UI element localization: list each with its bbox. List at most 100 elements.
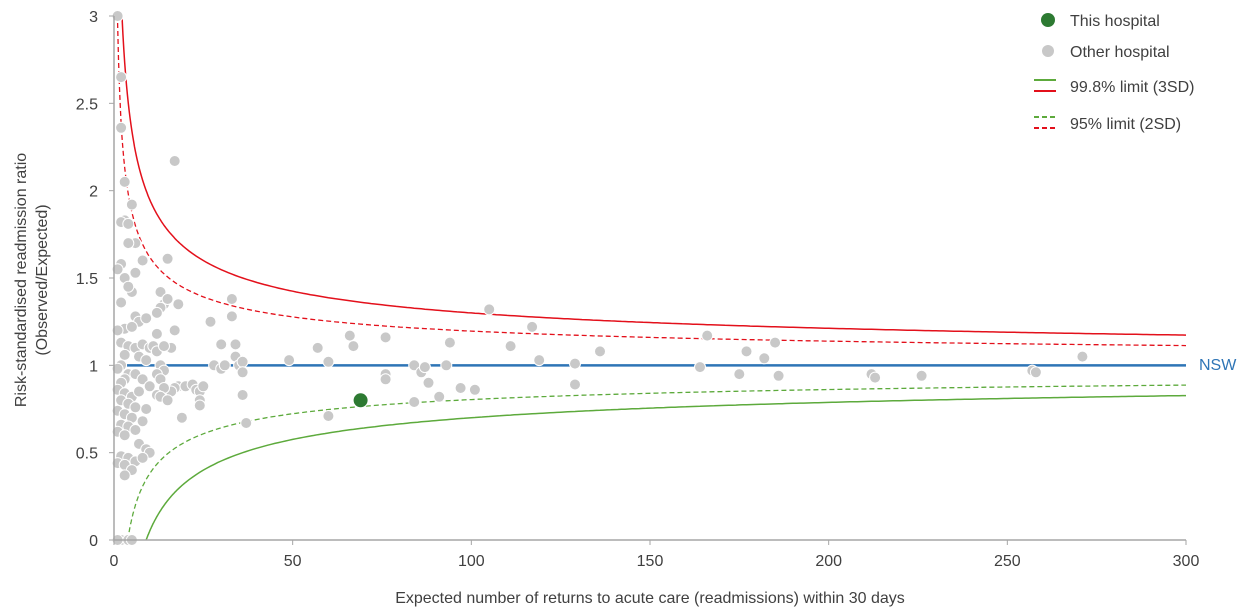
other-hospital-point: [733, 368, 746, 381]
y-tick-label: 0: [89, 533, 98, 550]
other-hospital-point: [158, 340, 170, 353]
other-hospital-point: [154, 286, 167, 298]
y-axis-title-line-1: Risk-standardised readmission ratio: [13, 153, 30, 407]
other-hospital-point: [915, 369, 928, 382]
other-hospital-point: [111, 362, 124, 375]
other-hospital-point: [1076, 350, 1089, 363]
nsw-label: NSW: [1199, 357, 1237, 374]
other-hospital-point: [225, 310, 238, 323]
other-hospital-point: [143, 380, 156, 393]
other-hospital-point: [379, 331, 392, 344]
other-hospital-point: [569, 357, 581, 370]
other-hospital-point: [161, 293, 174, 305]
legend-2sd-label: 95% limit (2SD): [1070, 116, 1181, 133]
other-hospital-point: [240, 417, 253, 429]
y-tick-label: 1: [89, 358, 98, 375]
other-hospital-point: [322, 355, 335, 368]
control-limits: [116, 16, 1186, 540]
other-hospital-point: [150, 306, 163, 319]
upper-2sd-limit-line: [116, 22, 1186, 347]
other-hospital-point: [140, 403, 153, 415]
other-hospital-point: [311, 341, 324, 354]
other-hospital-point: [125, 198, 138, 211]
other-hospital-point: [122, 280, 135, 293]
other-hospital-point: [569, 378, 581, 391]
other-hospital-point: [136, 254, 149, 267]
other-hospital-point: [136, 451, 149, 464]
other-hospital-point: [204, 315, 217, 328]
x-tick-label: 50: [284, 553, 302, 570]
legend-this-hospital-marker: [1041, 13, 1055, 27]
other-hospital-point: [115, 71, 128, 84]
other-hospital-point: [125, 320, 138, 333]
other-hospital-point: [454, 382, 467, 394]
other-hospital-point: [118, 348, 131, 361]
other-hospital-point: [418, 361, 431, 374]
x-tick-label: 150: [637, 553, 664, 570]
other-hospital-point: [229, 338, 242, 351]
other-hospital-point: [218, 359, 231, 372]
legend: This hospital Other hospital 99.8% limit…: [1034, 13, 1194, 133]
upper-3sd-limit-line: [121, 16, 1186, 336]
x-tick-label: 0: [110, 553, 119, 570]
other-hospital-point: [343, 329, 356, 342]
other-hospital-point: [136, 373, 149, 386]
other-hospital-point: [111, 324, 124, 337]
data-points: [111, 10, 1089, 546]
other-hospital-point: [769, 336, 782, 349]
other-hospital-point: [118, 175, 131, 188]
x-tick-label: 100: [458, 553, 485, 570]
legend-other-hospital-label: Other hospital: [1070, 44, 1170, 61]
axes: 0 50 100 150 200 250 300 0 0.5 1 1.5 2 2.5 3: [76, 9, 1200, 570]
other-hospital-point: [869, 371, 882, 384]
other-hospital-point: [115, 121, 128, 134]
other-hospital-point: [118, 469, 131, 482]
y-tick-label: 0.5: [76, 446, 98, 463]
x-axis-title: Expected number of returns to acute care…: [395, 590, 905, 607]
x-tick-label: 250: [994, 553, 1021, 570]
other-hospital-point: [118, 429, 131, 442]
other-hospital-point: [129, 266, 142, 279]
other-hospital-point: [594, 345, 606, 358]
other-hospital-point: [172, 298, 185, 311]
other-hospital-point: [197, 380, 210, 393]
other-hospital-point: [133, 385, 145, 398]
other-hospital-point: [236, 389, 249, 401]
other-hospital-point: [701, 329, 714, 342]
other-hospital-point: [225, 293, 238, 305]
y-tick-label: 2: [89, 184, 98, 201]
other-hospital-point: [140, 312, 153, 325]
other-hospital-point: [694, 361, 706, 374]
other-hospital-point: [236, 366, 249, 379]
legend-this-hospital-label: This hospital: [1070, 13, 1160, 30]
other-hospital-point: [758, 352, 771, 365]
other-hospital-point: [140, 354, 153, 367]
other-hospital-point: [1029, 366, 1042, 379]
y-tick-label: 2.5: [76, 96, 98, 113]
other-hospital-point: [122, 237, 135, 250]
other-hospital-point: [533, 354, 546, 367]
y-tick-label: 3: [89, 9, 98, 26]
other-hospital-point: [740, 345, 753, 358]
other-hospital-point: [347, 340, 360, 353]
other-hospital-point: [129, 401, 142, 414]
legend-other-hospital-marker: [1042, 45, 1054, 57]
other-hospital-point: [168, 155, 181, 167]
x-tick-label: 300: [1173, 553, 1200, 570]
other-hospital-point: [440, 359, 453, 372]
other-hospital-point: [115, 296, 128, 309]
other-hospital-point: [122, 217, 135, 230]
other-hospital-point: [443, 336, 456, 349]
other-hospital-point: [129, 424, 142, 436]
other-hospital-point: [379, 373, 392, 386]
lower-3sd-limit-line: [145, 394, 1186, 540]
x-tick-label: 200: [815, 553, 842, 570]
other-hospital-point: [236, 355, 249, 368]
other-hospital-point: [468, 383, 481, 396]
other-hospital-point: [526, 320, 539, 333]
other-hospital-point: [150, 327, 163, 340]
other-hospital-point: [283, 354, 296, 367]
other-hospital-point: [772, 369, 785, 382]
other-hospital-point: [175, 411, 188, 424]
